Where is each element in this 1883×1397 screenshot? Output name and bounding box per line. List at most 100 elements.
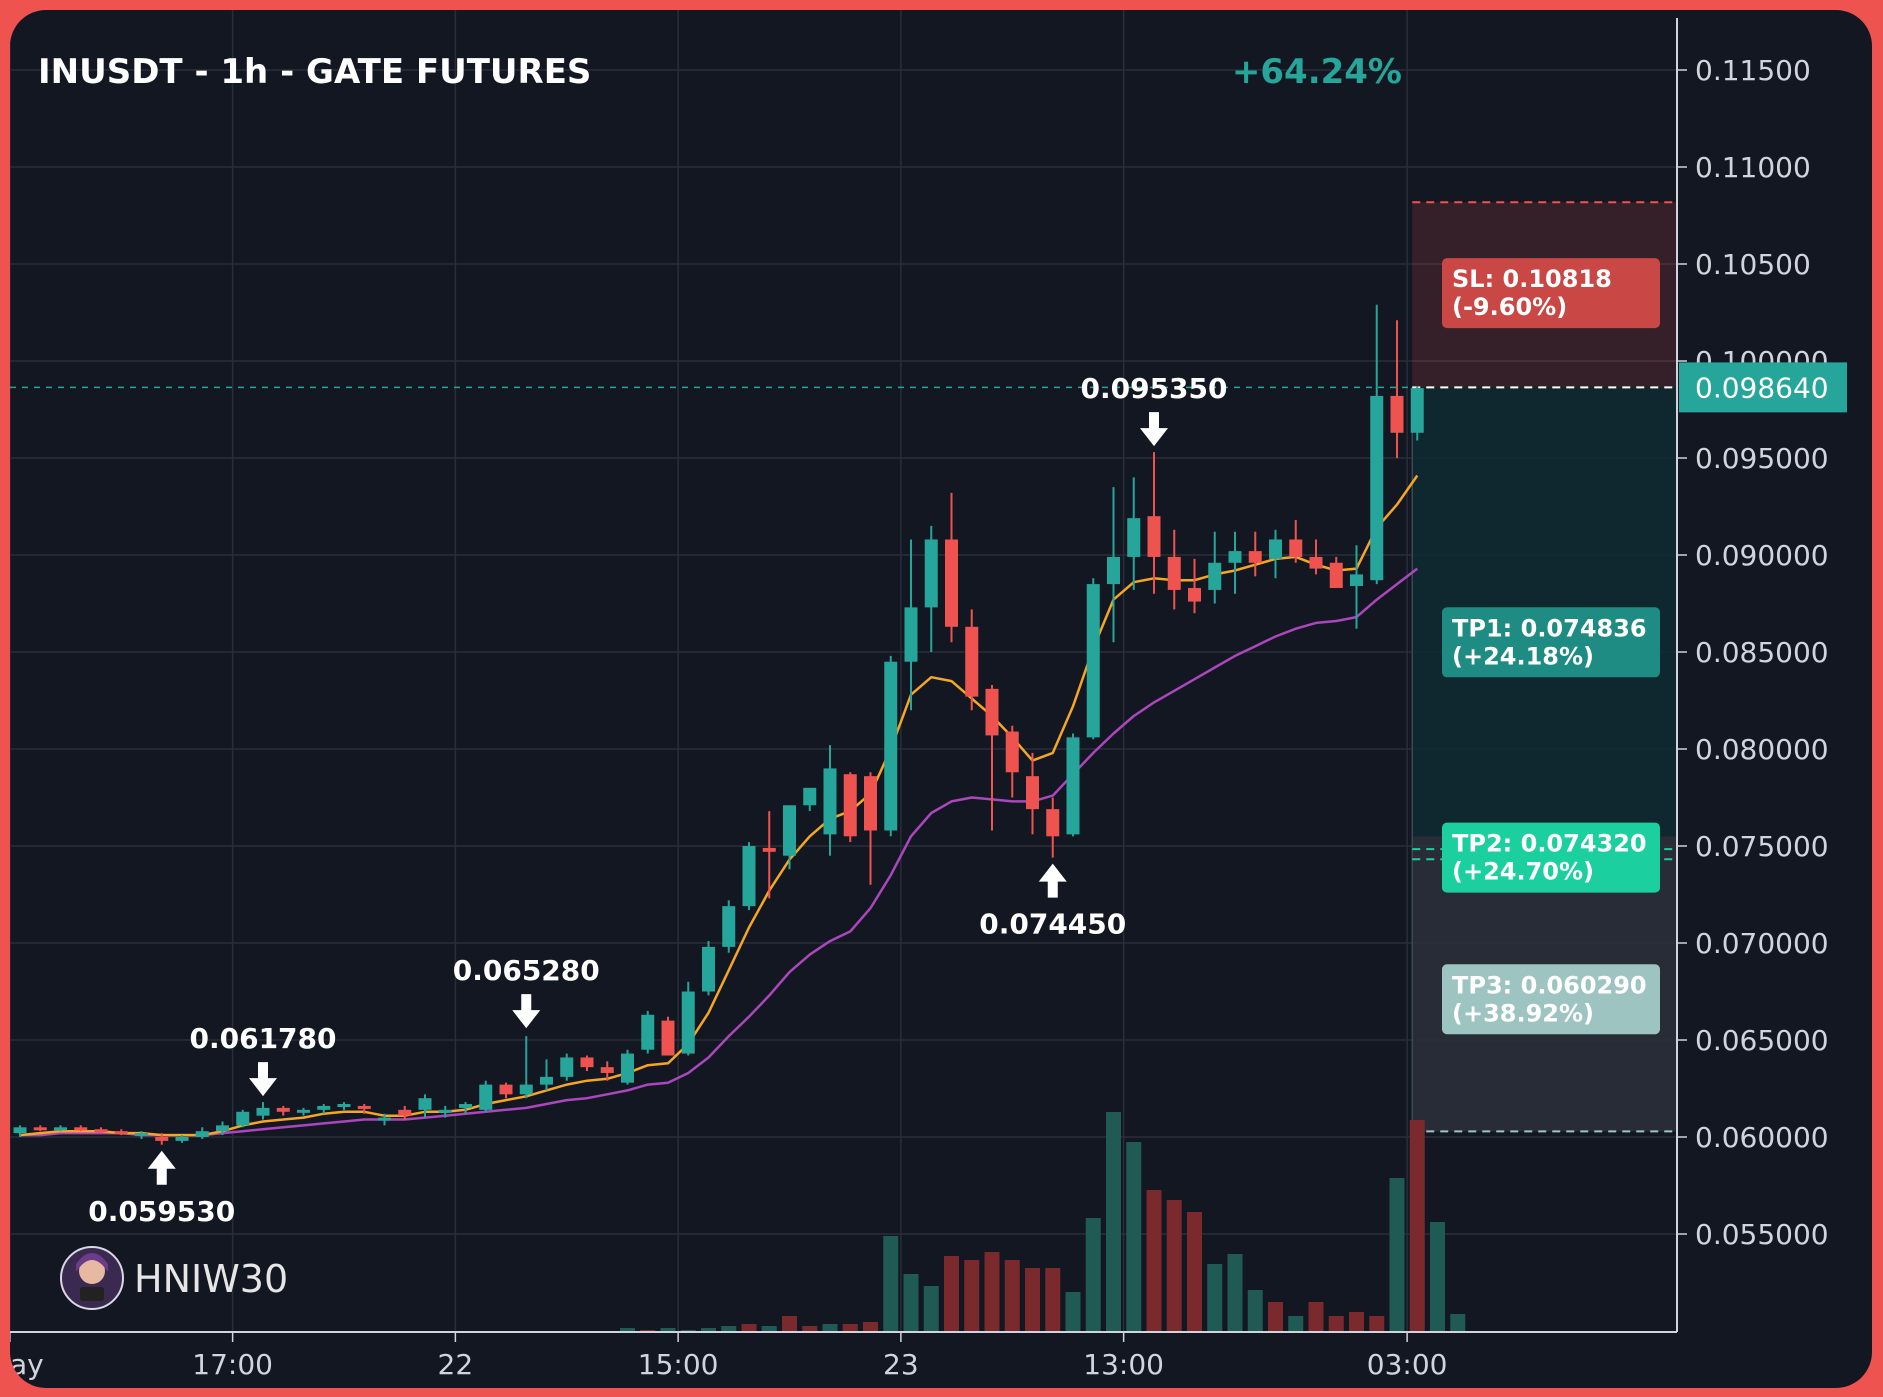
candle-body: [54, 1127, 67, 1131]
ema-slow-line: [20, 567, 1419, 1137]
candle: [1370, 304, 1384, 585]
candle-body: [1005, 731, 1019, 773]
annotation-label: 0.074450: [979, 908, 1126, 941]
tp1-label-pct: (+24.18%): [1452, 642, 1594, 670]
candle-body: [843, 774, 857, 837]
candle: [1107, 487, 1120, 643]
candle: [1147, 452, 1161, 594]
candle-body: [742, 846, 756, 907]
candle-body: [823, 768, 837, 835]
volume-bar: [1430, 1222, 1445, 1332]
candle-body: [1208, 562, 1222, 590]
candle: [459, 1102, 472, 1114]
volume-bar: [1187, 1212, 1202, 1332]
candle-body: [337, 1104, 351, 1108]
volume-bar: [1025, 1268, 1040, 1332]
x-tick-label: 15:00: [638, 1348, 719, 1381]
candlestick-chart[interactable]: 0.059530 0.061780 0.065280 0.074450 0.095350…: [10, 10, 1872, 1388]
y-tick-label: 0.065000: [1695, 1024, 1829, 1057]
avatar-hair-icon: [76, 1253, 108, 1272]
price-annotation: 0.059530: [88, 1150, 235, 1228]
price-annotation: 0.095350: [1080, 372, 1228, 447]
candle-body: [762, 847, 776, 852]
volume-bar: [903, 1274, 919, 1332]
candle-body: [864, 776, 877, 831]
volume-bar: [883, 1236, 899, 1332]
chart-title: INUSDT - 1h - GATE FUTURES: [38, 52, 591, 92]
volume-bar: [741, 1324, 757, 1332]
candle: [945, 492, 958, 643]
stop-loss-label: SL: 0.10818(-9.60%): [1442, 258, 1660, 329]
x-tick-label: 03:00: [1367, 1348, 1448, 1381]
candle: [256, 1102, 270, 1120]
candle-body: [94, 1129, 108, 1133]
volume-bar: [984, 1252, 1000, 1332]
volume-bars: [620, 1112, 1466, 1332]
candle: [135, 1131, 148, 1139]
volume-bar: [1166, 1200, 1182, 1332]
candle: [1005, 725, 1019, 798]
candle-body: [783, 805, 796, 856]
candle-body: [1289, 539, 1303, 557]
candle: [1289, 520, 1303, 563]
volume-bar: [1308, 1302, 1324, 1332]
x-tick-label: ay: [10, 1348, 44, 1381]
candle: [216, 1121, 229, 1136]
candle-body: [297, 1109, 310, 1113]
current-price-tag: 0.098640: [1679, 362, 1847, 413]
candle: [398, 1105, 412, 1120]
candle-body: [621, 1053, 634, 1083]
candle-body: [1390, 395, 1404, 433]
candle-body: [1248, 551, 1262, 563]
candle: [1026, 752, 1039, 835]
arrow-up-icon: [1038, 863, 1067, 898]
watermark: HNIW30: [60, 1246, 288, 1310]
candle: [681, 981, 695, 1056]
candle-body: [1046, 809, 1060, 837]
volume-bar: [1389, 1178, 1405, 1332]
volume-bar: [1349, 1312, 1364, 1332]
volume-bar: [1450, 1314, 1466, 1332]
arrow-down-icon: [512, 994, 541, 1029]
volume-bar: [620, 1328, 635, 1332]
y-tick-label: 0.11500: [1695, 54, 1811, 87]
candle: [1410, 386, 1424, 441]
volume-bar: [1004, 1260, 1020, 1332]
price-annotations: 0.059530 0.061780 0.065280 0.074450 0.095350: [88, 372, 1227, 1228]
candle-body: [195, 1131, 209, 1137]
chart-frame: 0.059530 0.061780 0.065280 0.074450 0.095350…: [10, 10, 1872, 1388]
y-tick-label: 0.070000: [1695, 927, 1829, 960]
candle: [924, 525, 938, 652]
candle: [1309, 539, 1323, 575]
tp3-label-pct: (+38.92%): [1452, 999, 1594, 1027]
y-tick-label: 0.055000: [1695, 1218, 1829, 1251]
y-tick-label: 0.11000: [1695, 151, 1811, 184]
tp2-label-box: [1442, 822, 1660, 893]
y-tick-label: 0.080000: [1695, 733, 1829, 766]
candle: [762, 811, 776, 899]
tp3-label-value: TP3: 0.060290: [1452, 971, 1647, 999]
y-tick-label: 0.075000: [1695, 830, 1829, 863]
candle: [560, 1053, 574, 1081]
candle: [1228, 531, 1242, 594]
x-tick-label: 22: [438, 1348, 474, 1381]
volume-bar: [1146, 1190, 1162, 1332]
candle: [378, 1113, 391, 1126]
change-percent: +64.24%: [1232, 52, 1402, 92]
candle: [195, 1127, 209, 1139]
candle-body: [155, 1137, 169, 1141]
candle-body: [1147, 516, 1161, 557]
candle-body: [438, 1109, 452, 1113]
candle-body: [256, 1107, 270, 1116]
candle-body: [540, 1076, 553, 1085]
candle: [1127, 477, 1141, 590]
candle-body: [1329, 562, 1343, 588]
candle: [1046, 797, 1060, 858]
tp2-label-value: TP2: 0.074320: [1452, 830, 1647, 858]
candle: [722, 900, 736, 953]
annotation-label: 0.095350: [1080, 372, 1227, 405]
volume-bar: [1085, 1218, 1101, 1332]
x-tick-label: 17:00: [192, 1348, 273, 1381]
candle-body: [580, 1057, 594, 1068]
axes: 0.115000.110000.105000.1000000.0950000.0…: [10, 18, 1847, 1381]
